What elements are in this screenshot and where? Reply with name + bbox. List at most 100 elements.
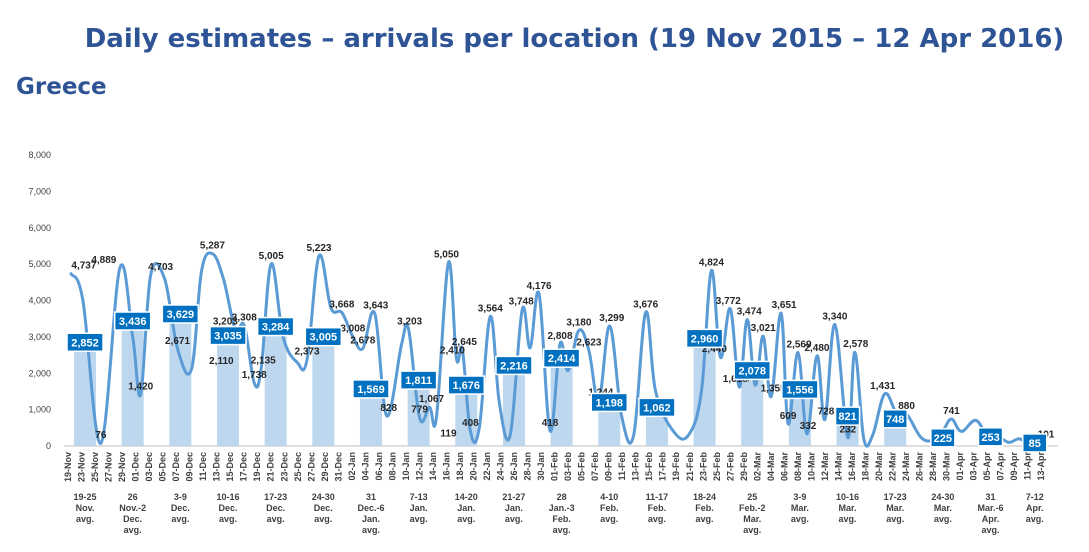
x-week-label: Jan. bbox=[457, 503, 475, 513]
daily-value-label: 3,203 bbox=[213, 316, 238, 327]
x-date-label: 20-Jan bbox=[469, 452, 479, 481]
x-week-label: Mar. bbox=[743, 514, 761, 524]
weekly-value-label: 2,960 bbox=[691, 333, 719, 345]
x-date-label: 05-Dec bbox=[158, 452, 168, 482]
x-date-label: 23-Feb bbox=[698, 452, 708, 482]
x-date-label: 16-Mar bbox=[847, 452, 857, 482]
weekly-value-label: 748 bbox=[886, 414, 904, 426]
x-date-label: 24-Mar bbox=[901, 452, 911, 482]
x-week-label: 25 bbox=[747, 492, 757, 502]
daily-value-label: 3,180 bbox=[566, 317, 591, 328]
x-date-label: 02-Jan bbox=[347, 452, 357, 481]
weekly-value-box bbox=[1022, 433, 1048, 453]
x-date-label: 15-Dec bbox=[225, 452, 235, 482]
x-week-label: Feb. bbox=[695, 503, 714, 513]
x-week-label: 31 bbox=[986, 492, 996, 502]
daily-value-label: 418 bbox=[542, 418, 559, 429]
daily-value-label: 5,050 bbox=[434, 249, 459, 260]
daily-line bbox=[69, 251, 1038, 448]
x-date-label: 22-Jan bbox=[482, 452, 492, 481]
daily-value-label: 1,067 bbox=[419, 394, 444, 405]
x-date-label: 10-Mar bbox=[806, 452, 816, 482]
weekly-bar bbox=[598, 402, 621, 446]
weekly-value-boxes: 2,852 3,436 3,629 3,035 3,284 3,005 1,569 1,811… bbox=[66, 304, 1048, 453]
daily-value-label: 4,824 bbox=[699, 258, 724, 269]
x-week-label: 24-30 bbox=[312, 492, 335, 502]
x-week-label: avg. bbox=[886, 514, 904, 524]
x-date-label: 19-Nov bbox=[63, 452, 73, 482]
y-tick-label: 4,000 bbox=[28, 296, 51, 306]
daily-value-label: 232 bbox=[839, 425, 856, 436]
x-week-label: avg. bbox=[124, 525, 142, 535]
x-week-label: Feb. bbox=[600, 503, 619, 513]
x-week-label: Dec. bbox=[266, 503, 285, 513]
x-week-label: avg. bbox=[1026, 514, 1044, 524]
x-date-label: 06-Jan bbox=[374, 452, 384, 481]
x-date-label: 03-Apr bbox=[969, 452, 979, 481]
daily-value-label: 2,135 bbox=[251, 355, 276, 366]
x-date-label: 27-Dec bbox=[306, 452, 316, 482]
x-date-label: 03-Dec bbox=[144, 452, 154, 482]
x-week-label: avg. bbox=[696, 514, 714, 524]
daily-value-label: 3,021 bbox=[751, 323, 776, 334]
weekly-value-box bbox=[882, 409, 908, 429]
x-week-label: avg. bbox=[743, 525, 761, 535]
weekly-bar bbox=[312, 336, 335, 446]
x-week-label: avg. bbox=[267, 514, 285, 524]
x-date-label: 27-Feb bbox=[725, 452, 735, 482]
weekly-bar bbox=[741, 370, 764, 446]
x-date-label: 01-Feb bbox=[550, 452, 560, 482]
y-tick-label: 8,000 bbox=[28, 150, 51, 160]
x-week-label: avg. bbox=[219, 514, 237, 524]
x-week-label: 11-17 bbox=[646, 492, 669, 502]
x-date-label: 12-Mar bbox=[820, 452, 830, 482]
x-week-label: Jan. bbox=[410, 503, 428, 513]
chart-title: Daily estimates – arrivals per location … bbox=[84, 24, 1065, 54]
weekly-value-box bbox=[209, 325, 247, 346]
x-date-label: 19-Feb bbox=[671, 452, 681, 482]
x-date-label: 07-Dec bbox=[171, 452, 181, 482]
x-date-label: 04-Jan bbox=[360, 452, 370, 481]
x-week-label: avg. bbox=[648, 514, 666, 524]
daily-value-label: 3,668 bbox=[329, 300, 354, 311]
daily-value-label: 779 bbox=[411, 405, 428, 416]
y-tick-label: 2,000 bbox=[28, 368, 51, 378]
x-date-label: 26-Mar bbox=[915, 452, 925, 482]
x-week-label: avg. bbox=[934, 514, 952, 524]
x-week-label: avg. bbox=[791, 514, 809, 524]
daily-arrivals-line bbox=[69, 251, 1038, 448]
x-date-label: 13-Dec bbox=[212, 452, 222, 482]
x-week-label: avg. bbox=[362, 525, 380, 535]
x-date-label: 05-Apr bbox=[982, 452, 992, 481]
weekly-value-box bbox=[590, 392, 629, 413]
x-week-label: 21-27 bbox=[502, 492, 525, 502]
x-date-label: 25-Dec bbox=[293, 452, 303, 482]
x-date-label: 18-Mar bbox=[861, 452, 871, 482]
x-week-label: avg. bbox=[553, 525, 571, 535]
daily-value-label: 609 bbox=[780, 411, 797, 422]
weekly-value-label: 1,811 bbox=[405, 375, 432, 387]
x-date-label: 09-Dec bbox=[185, 452, 195, 482]
x-week-label: 3-9 bbox=[793, 492, 806, 502]
weekly-value-label: 1,062 bbox=[643, 402, 671, 414]
x-week-label: Feb. bbox=[552, 514, 571, 524]
y-tick-label: 5,000 bbox=[28, 259, 51, 269]
daily-value-label: 3,748 bbox=[509, 297, 534, 308]
x-date-label: 14-Jan bbox=[428, 452, 438, 481]
x-date-label: 10-Jan bbox=[401, 452, 411, 481]
daily-value-label: 1,420 bbox=[128, 381, 153, 392]
x-week-label: avg. bbox=[982, 525, 1000, 535]
daily-value-label: 5,223 bbox=[306, 243, 331, 254]
x-date-label: 02-Mar bbox=[752, 452, 762, 482]
x-date-label: 27-Nov bbox=[104, 452, 114, 482]
daily-value-label: 3,474 bbox=[737, 307, 762, 318]
weekly-value-label: 2,078 bbox=[738, 365, 766, 377]
x-axis-weeks: 19-25Nov.avg.26Nov.-2Dec.avg.3-9Dec.avg.… bbox=[74, 492, 1044, 535]
x-week-label: Mar. bbox=[886, 503, 904, 513]
weekly-value-box bbox=[977, 427, 1004, 447]
weekly-value-box bbox=[352, 379, 390, 399]
weekly-value-label: 1,556 bbox=[786, 384, 814, 396]
daily-value-label: 1,355 bbox=[761, 384, 786, 395]
daily-value-label: 1,431 bbox=[870, 381, 895, 392]
weekly-bar bbox=[216, 335, 239, 446]
